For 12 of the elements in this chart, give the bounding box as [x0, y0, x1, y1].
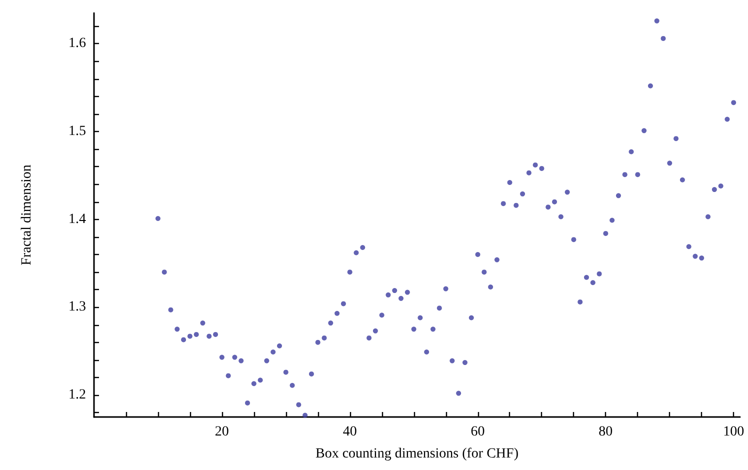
y-tick-label: 1.5 — [68, 124, 86, 140]
y-tick-label: 1.4 — [68, 212, 86, 227]
y-tick-label: 1.2 — [68, 388, 86, 403]
x-tick-label: 60 — [470, 424, 485, 440]
x-tick-label: 100 — [723, 424, 744, 440]
y-tick-label: 1.3 — [68, 300, 86, 315]
x-tick-label: 20 — [214, 424, 229, 440]
x-tick-label: 40 — [342, 424, 357, 440]
y-axis-title: Fractal dimension — [20, 164, 34, 266]
y-tick-label: 1.6 — [68, 36, 86, 52]
x-axis-title: Box counting dimensions (for CHF) — [316, 446, 519, 462]
x-tick-label: 80 — [598, 424, 613, 440]
